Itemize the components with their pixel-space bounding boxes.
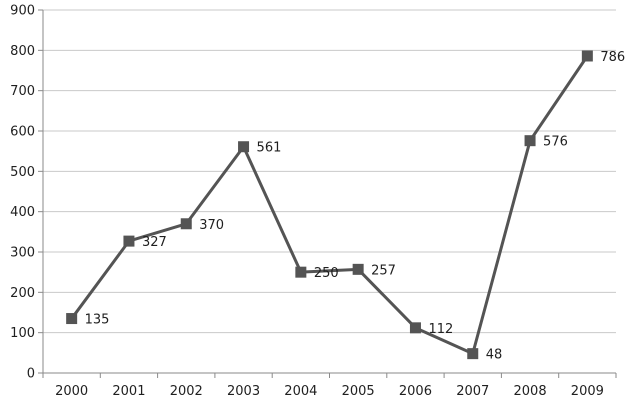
x-tick-label: 2003 [227, 384, 260, 399]
x-tick-label: 2008 [514, 384, 547, 399]
gridlines [43, 9, 616, 334]
data-label: 327 [142, 235, 167, 250]
y-tick-label: 300 [10, 246, 35, 261]
data-labels: 135 327 370 561 250 257 112 48 576 786 [85, 50, 626, 363]
x-tick-label: 2000 [55, 384, 88, 399]
y-axis-tick-labels: 0 100 200 300 400 500 600 700 800 900 [10, 4, 35, 382]
x-tick-label: 2004 [284, 384, 317, 399]
y-tick-label: 0 [27, 367, 35, 382]
x-axis-tick-labels: 2000 2001 2002 2003 2004 2005 2006 2007 2008 2009 [55, 384, 604, 399]
y-tick-label: 400 [10, 205, 35, 220]
data-point-marker [352, 263, 364, 275]
x-tick-label: 2006 [399, 384, 432, 399]
data-label: 112 [428, 322, 453, 337]
x-tick-label: 2009 [571, 384, 604, 399]
data-point-marker [123, 235, 135, 247]
data-point-marker [467, 348, 479, 360]
data-label: 576 [543, 135, 568, 150]
series-markers [66, 50, 593, 360]
x-tick-label: 2002 [170, 384, 203, 399]
y-tick-label: 600 [10, 125, 35, 140]
series-line [70, 54, 589, 356]
data-label: 135 [85, 313, 110, 328]
series-lines [70, 54, 589, 356]
x-tick-label: 2005 [342, 384, 375, 399]
y-tick-label: 800 [10, 44, 35, 59]
data-point-marker [409, 322, 421, 334]
y-tick-label: 900 [10, 4, 35, 19]
data-label: 561 [257, 141, 282, 156]
data-label: 257 [371, 263, 396, 278]
y-tick-label: 500 [10, 165, 35, 180]
data-point-marker [238, 141, 250, 153]
data-label: 786 [600, 50, 625, 65]
data-label: 48 [486, 348, 503, 363]
data-point-marker [66, 313, 78, 325]
x-tick-label: 2001 [112, 384, 145, 399]
x-tick-label: 2007 [456, 384, 489, 399]
data-label: 370 [199, 218, 224, 233]
data-point-marker [295, 266, 307, 278]
y-tick-label: 700 [10, 84, 35, 99]
data-label: 250 [314, 266, 339, 281]
data-point-marker [581, 50, 593, 62]
y-tick-label: 200 [10, 286, 35, 301]
data-point-marker [180, 218, 192, 230]
data-point-marker [524, 135, 536, 147]
axes [38, 9, 617, 378]
y-tick-label: 100 [10, 326, 35, 341]
